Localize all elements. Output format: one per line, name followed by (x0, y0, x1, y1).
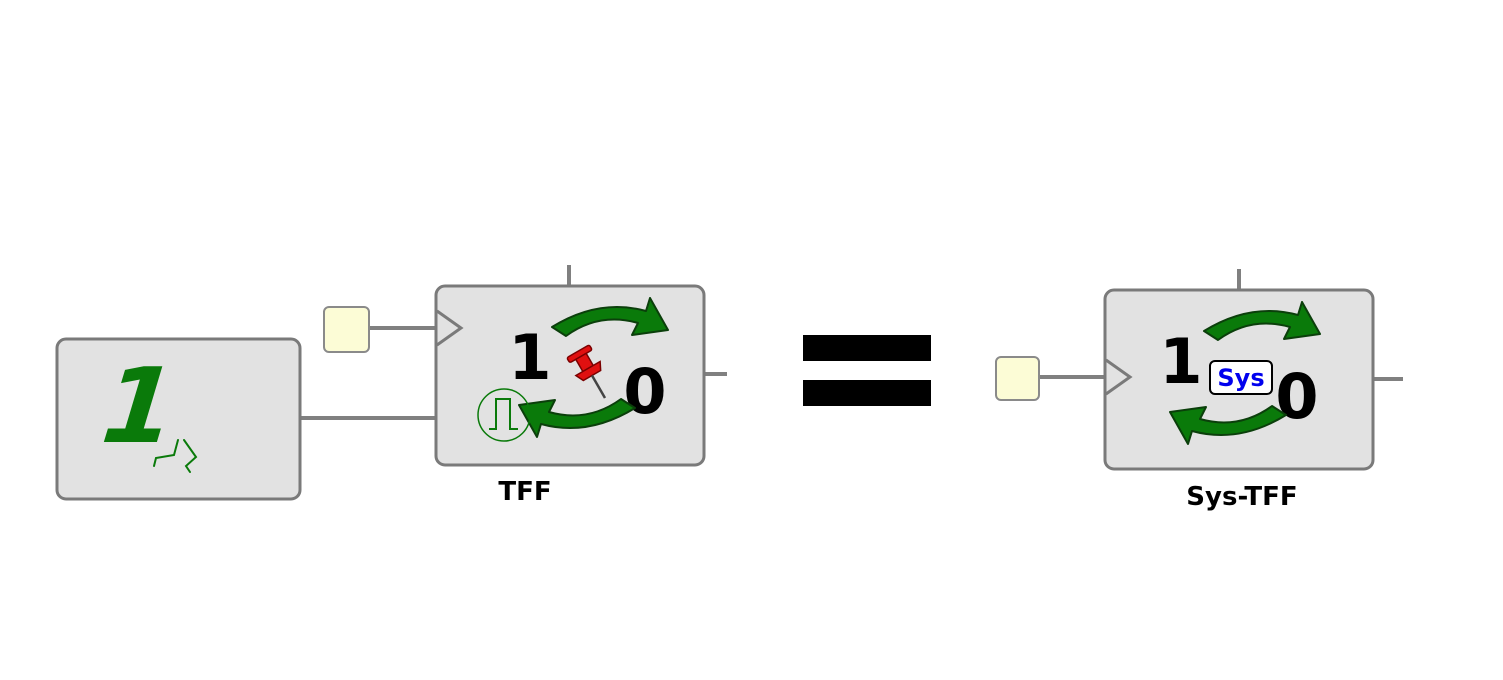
sys-badge: Sys (1209, 360, 1273, 395)
pushpin-icon (566, 344, 607, 399)
pulse-icon (477, 388, 531, 442)
tff-label: TFF (498, 477, 551, 507)
sys-tff-clock-input-port[interactable] (995, 356, 1040, 401)
tff-clock-triangle-icon (436, 309, 464, 347)
sys-badge-text: Sys (1217, 364, 1264, 392)
sys-tff-block[interactable]: 1 0 Sys (1103, 288, 1375, 471)
sys-tff-clock-triangle-icon (1105, 358, 1133, 396)
tff-one: 1 (508, 321, 551, 394)
tff-zero: 0 (623, 355, 666, 428)
wires (300, 265, 1403, 420)
constant-block[interactable]: 1 (55, 337, 302, 501)
walking-legs-icon (153, 439, 198, 473)
tff-block[interactable]: 1 0 (434, 284, 706, 467)
constant-value: 1 (97, 345, 182, 467)
sys-tff-one: 1 (1159, 325, 1202, 398)
tff-clock-input-port[interactable] (323, 306, 370, 353)
sys-tff-zero: 0 (1275, 360, 1318, 433)
equals-icon (803, 335, 931, 406)
sys-tff-label: Sys-TFF (1186, 482, 1297, 512)
